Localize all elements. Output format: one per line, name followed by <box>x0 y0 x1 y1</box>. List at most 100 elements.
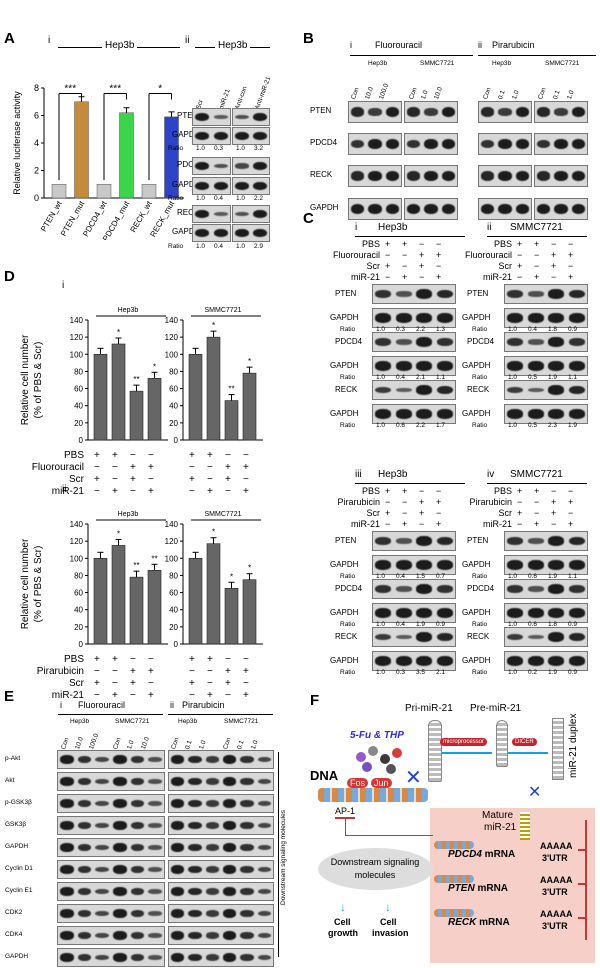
blot-band <box>537 107 551 117</box>
c-sign: + <box>385 261 391 271</box>
d-sign: + <box>130 462 136 473</box>
blot-band <box>375 313 392 323</box>
a-ii-ratio-value: 1.0 <box>196 243 206 250</box>
f-mature2: miR-21 <box>484 822 517 833</box>
c-sign: + <box>436 497 442 507</box>
blot-band <box>407 204 421 214</box>
c-blot <box>504 404 588 424</box>
c-sign: − <box>385 519 391 529</box>
d-treat-label: Scr <box>69 678 84 689</box>
d-sign: + <box>148 462 154 473</box>
blot-band <box>148 889 162 894</box>
blot-band <box>436 656 453 666</box>
c-ratio-value: 1.0 <box>376 326 386 333</box>
blot-band <box>395 313 412 323</box>
blot-band <box>407 171 421 181</box>
d-ytick-label: 60 <box>74 385 83 394</box>
blot-band <box>188 865 202 874</box>
c-treat-label: Pirarubicin <box>469 497 512 507</box>
c-ratio-label: Ratio <box>340 669 356 676</box>
c-ratio-value: 1.9 <box>416 621 426 628</box>
c-ratio-label: Ratio <box>340 326 356 333</box>
blot-band <box>257 800 271 807</box>
a-bar <box>74 101 89 199</box>
blot-band <box>507 409 524 419</box>
e-cell: SMMC7721 <box>115 718 150 725</box>
f-ap1-bar <box>335 817 355 819</box>
a-y-label: Relative luciferase activity <box>12 91 22 195</box>
blot-band <box>171 909 185 918</box>
blot-band <box>385 139 399 149</box>
f-repress-bar <box>578 849 586 851</box>
b-blot <box>348 198 402 220</box>
a-ii-ratio-value: 0.4 <box>214 195 224 202</box>
d-sig: * <box>212 321 215 330</box>
f-utr: 3'UTR <box>542 887 568 897</box>
blot-band <box>568 632 585 642</box>
blot-band <box>424 139 438 149</box>
blot-band <box>416 385 433 395</box>
b-row-label: PTEN <box>310 106 332 115</box>
d-sign: + <box>207 486 213 497</box>
c-sign: − <box>385 272 391 282</box>
d-treat-label: PBS <box>63 450 84 461</box>
d-bar <box>242 579 257 645</box>
c-sign: − <box>402 508 408 518</box>
d-ytick-label: 100 <box>70 350 84 359</box>
c-row-label: PTEN <box>467 536 489 545</box>
d-y-label: Relative cell number <box>20 334 31 425</box>
c-sign: − <box>517 497 523 507</box>
f-mrna-icon <box>434 841 474 849</box>
d-bar <box>129 576 144 645</box>
b-cell2a: SMMC7721 <box>420 60 455 67</box>
blot-band <box>568 560 585 570</box>
c-blot <box>372 555 456 575</box>
c-ratio-value: 1.0 <box>376 573 386 580</box>
c-ratio-value: 1.8 <box>548 326 558 333</box>
f-growth2: growth <box>328 928 358 938</box>
d-treat-label: miR-21 <box>51 486 84 497</box>
d-sign: + <box>112 690 118 701</box>
a-ii-ratio-value: 1.0 <box>236 195 246 202</box>
blot-band <box>223 865 237 874</box>
d-sign: − <box>207 678 213 689</box>
e-blot <box>168 838 274 857</box>
blot-band <box>527 608 544 618</box>
blot-band <box>148 867 162 872</box>
c-sign: + <box>385 486 391 496</box>
a-ii-row-label: PTEN <box>177 111 199 120</box>
blot-band <box>375 386 392 394</box>
a-ii-ratio-value: 1.0 <box>236 145 246 152</box>
blot-band <box>77 843 92 852</box>
d-sign: − <box>243 450 249 461</box>
blot-band <box>554 108 568 116</box>
d-sign: + <box>189 450 195 461</box>
c-ratio-value: 0.9 <box>436 621 446 628</box>
d-sign: + <box>130 474 136 485</box>
c-row-label: RECK <box>467 385 490 394</box>
b-blot <box>348 133 402 155</box>
d-sig: * <box>153 362 156 371</box>
e-col-label: Con <box>222 736 233 751</box>
blot-band <box>515 107 529 117</box>
d-sign: + <box>130 678 136 689</box>
a-ii-ratio-value: 2.9 <box>254 243 264 250</box>
d-bar <box>242 372 257 441</box>
e-blot <box>57 882 165 901</box>
blot-band <box>424 171 438 181</box>
a-ii-ratio-value: 1.0 <box>196 195 206 202</box>
c-ratio-label: Ratio <box>472 573 488 580</box>
c-sign: + <box>517 508 523 518</box>
c-row-label: PDCD4 <box>335 584 363 593</box>
a-ii-blot <box>232 177 270 195</box>
blot-band <box>188 887 202 896</box>
c-ratio-value: 0.3 <box>396 669 406 676</box>
blot-band <box>113 931 127 940</box>
f-dna-helix-icon <box>318 788 428 802</box>
e-col-label: Con <box>60 736 71 751</box>
blot-band <box>171 777 185 786</box>
blot-band <box>113 821 127 830</box>
blot-band <box>77 887 92 896</box>
c-ratio-label: Ratio <box>472 621 488 628</box>
f-molecules: molecules <box>354 870 396 880</box>
